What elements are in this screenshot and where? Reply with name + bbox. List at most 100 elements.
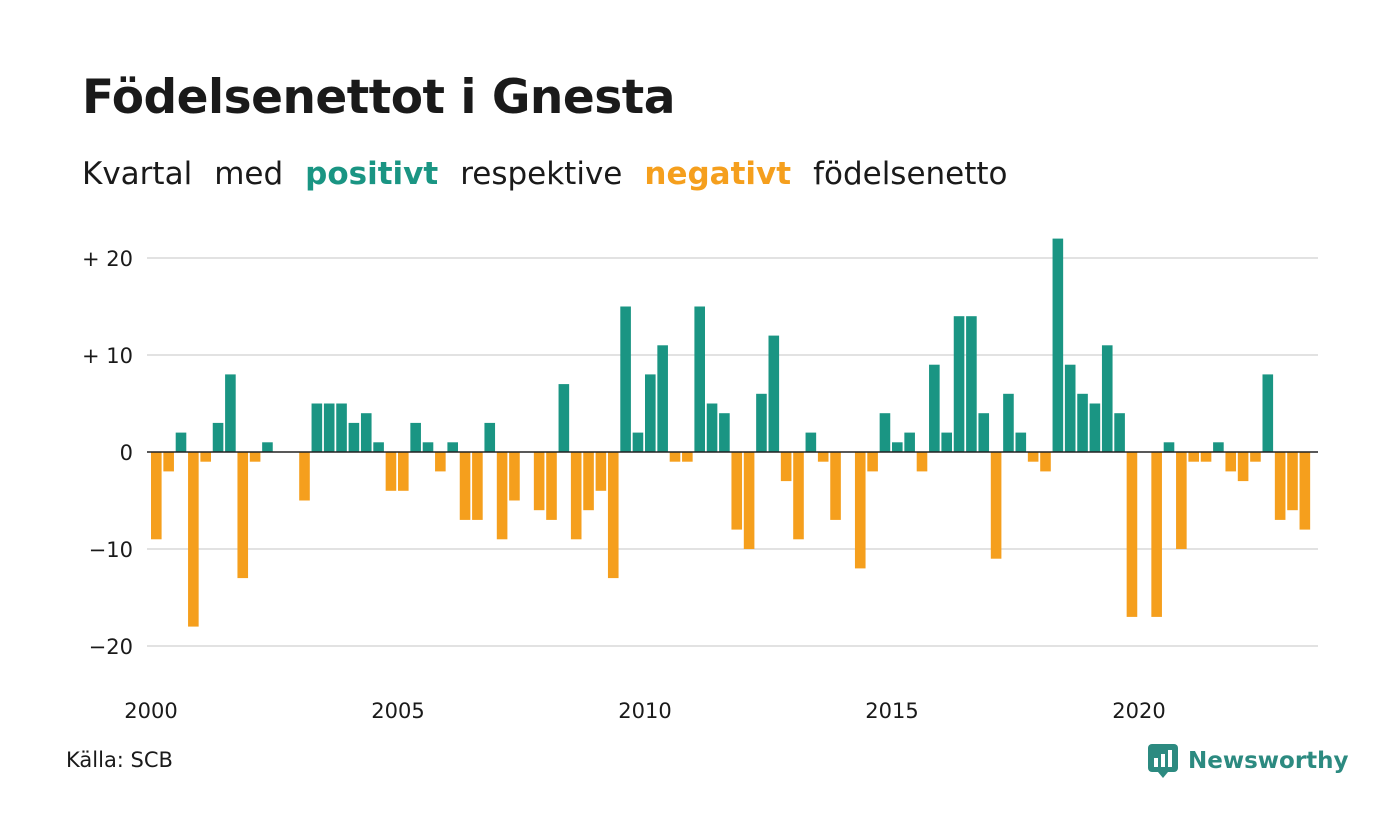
bar: 2002 Q2: 1 <box>262 442 273 452</box>
chart-title: Födelsenettot i Gnesta <box>82 70 675 125</box>
bar: 2019 Q1: 5 <box>1089 403 1101 452</box>
bar: 2020 Q2: -17 <box>1151 452 1162 617</box>
bar: 2001 Q1: -1 <box>200 452 211 462</box>
bar: 2000 Q1: -9 <box>151 452 162 540</box>
bar: 2001 Q3: 8 <box>225 374 236 452</box>
bar: 2005 Q3: 1 <box>422 442 434 452</box>
bar: 2006 Q1: 1 <box>447 442 458 452</box>
bar: 2001 Q2: 3 <box>212 422 224 452</box>
bar: 2020 Q3: 1 <box>1163 442 1175 452</box>
bar: 2000 Q3: 2 <box>175 432 187 452</box>
bar: 2018 Q4: 6 <box>1077 393 1088 452</box>
bar: 2015 Q4: 9 <box>929 364 940 452</box>
subtitle-positive: positivt <box>305 156 439 192</box>
bar: 2009 Q4: 2 <box>632 432 644 452</box>
bar: 2004 Q2: 4 <box>360 413 372 452</box>
bar: 2019 Q3: 4 <box>1114 413 1125 452</box>
bar: 2021 Q4: -2 <box>1225 452 1237 472</box>
bar: 2008 Q2: 7 <box>558 384 570 452</box>
bar: 2017 Q1: -11 <box>990 452 1002 559</box>
y-tick-label: 0 <box>120 441 133 465</box>
bar: 2006 Q4: 3 <box>484 422 496 452</box>
bar: 2003 Q4: 5 <box>336 403 347 452</box>
x-tick-label: 2005 <box>371 699 424 723</box>
bar: 2008 Q4: -6 <box>583 452 594 511</box>
bar: 2015 Q1: 1 <box>892 442 903 452</box>
y-tick-label: −20 <box>89 635 133 659</box>
bar: 2010 Q1: 8 <box>645 374 656 452</box>
bar: 2006 Q3: -7 <box>472 452 483 520</box>
y-tick-label: + 10 <box>82 344 133 368</box>
bar: 2005 Q4: -2 <box>435 452 446 472</box>
subtitle-word: respektive <box>460 156 623 192</box>
bar: 2011 Q3: 4 <box>719 413 730 452</box>
bar: 2009 Q1: -4 <box>595 452 607 491</box>
bar: 2004 Q1: 3 <box>348 422 360 452</box>
bar: 2018 Q1: -2 <box>1040 452 1051 472</box>
subtitle-word: Kvartal <box>82 156 193 192</box>
bar: 2009 Q3: 15 <box>620 306 631 452</box>
x-tick-label: 2000 <box>124 699 177 723</box>
bar: 2000 Q2: -2 <box>163 452 174 472</box>
bar: 2000 Q4: -18 <box>188 452 199 627</box>
brand-name: Newsworthy <box>1188 748 1349 774</box>
bar: 2016 Q4: 4 <box>978 413 990 452</box>
bar: 2021 Q2: -1 <box>1200 452 1212 462</box>
bar: 2011 Q4: -8 <box>731 452 743 530</box>
bar: 2003 Q2: 5 <box>311 403 323 452</box>
axes: + 20 + 10 0 −10 −20 2000 2005 2010 2015 2020 <box>82 247 1318 723</box>
bar: 2017 Q4: -1 <box>1027 452 1039 462</box>
bar: 2023 Q2: -8 <box>1299 452 1311 530</box>
grid-lines <box>147 257 1318 647</box>
bar: 2021 Q3: 1 <box>1213 442 1224 452</box>
bar: 2008 Q3: -9 <box>570 452 582 540</box>
bar: 2016 Q3: 14 <box>966 316 977 452</box>
chart-bubble-icon <box>1148 744 1178 778</box>
bar: 2007 Q1: -9 <box>496 452 508 540</box>
bar: 2014 Q3: -2 <box>867 452 878 472</box>
bar: 2012 Q3: 12 <box>768 335 780 452</box>
bar: 2012 Q1: -10 <box>743 452 755 549</box>
bar: 2017 Q2: 6 <box>1003 393 1014 452</box>
bar: 2022 Q2: -1 <box>1250 452 1261 462</box>
bar: 2011 Q2: 5 <box>706 403 718 452</box>
bar: 2010 Q3: -1 <box>669 452 681 462</box>
bar: 2021 Q1: -1 <box>1188 452 1199 462</box>
bar: 2013 Q3: -1 <box>817 452 829 462</box>
bar: 2020 Q4: -10 <box>1176 452 1187 549</box>
bar: 2014 Q4: 4 <box>879 413 891 452</box>
bar: 2005 Q1: -4 <box>398 452 409 491</box>
bar: 2011 Q1: 15 <box>694 306 705 452</box>
chart-subtitle: Kvartal med positivt respektive negativt föde… <box>82 156 1030 192</box>
bar: 2023 Q1: -6 <box>1287 452 1298 511</box>
bar: 2002 Q1: -1 <box>249 452 261 462</box>
bar: 2007 Q2: -5 <box>509 452 520 501</box>
x-tick-label: 2015 <box>865 699 918 723</box>
bar: 2004 Q3: 1 <box>373 442 384 452</box>
bar: 2018 Q2: 22 <box>1052 238 1064 452</box>
source-note: Källa: SCB <box>66 748 173 772</box>
bar: 2003 Q3: 5 <box>323 403 335 452</box>
bar: 2015 Q2: 2 <box>904 432 915 452</box>
subtitle-word: födelsenetto <box>813 156 1008 192</box>
subtitle-word: med <box>214 156 284 192</box>
bar: 2003 Q1: -5 <box>299 452 310 501</box>
bar: 2009 Q2: -13 <box>607 452 619 579</box>
bar: 2022 Q3: 8 <box>1262 374 1274 452</box>
bar: 2013 Q1: -9 <box>793 452 804 540</box>
bars: 2000 Q1: -92000 Q2: -22000 Q3: 22000 Q4:… <box>151 238 1311 627</box>
bar: 2004 Q4: -4 <box>385 452 397 491</box>
bar: 2008 Q1: -7 <box>546 452 557 520</box>
subtitle-negative: negativt <box>644 156 792 192</box>
y-tick-label: + 20 <box>82 247 133 271</box>
bar: 2013 Q4: -7 <box>830 452 841 520</box>
bar: 2018 Q3: 9 <box>1064 364 1076 452</box>
y-tick-label: −10 <box>89 538 133 562</box>
bar: 2014 Q2: -12 <box>854 452 866 569</box>
x-tick-label: 2020 <box>1112 699 1165 723</box>
bar: 2022 Q1: -3 <box>1237 452 1249 482</box>
bar: 2005 Q2: 3 <box>410 422 421 452</box>
x-tick-label: 2010 <box>618 699 671 723</box>
bar: 2010 Q2: 11 <box>657 345 668 452</box>
bar: 2007 Q4: -6 <box>533 452 545 511</box>
